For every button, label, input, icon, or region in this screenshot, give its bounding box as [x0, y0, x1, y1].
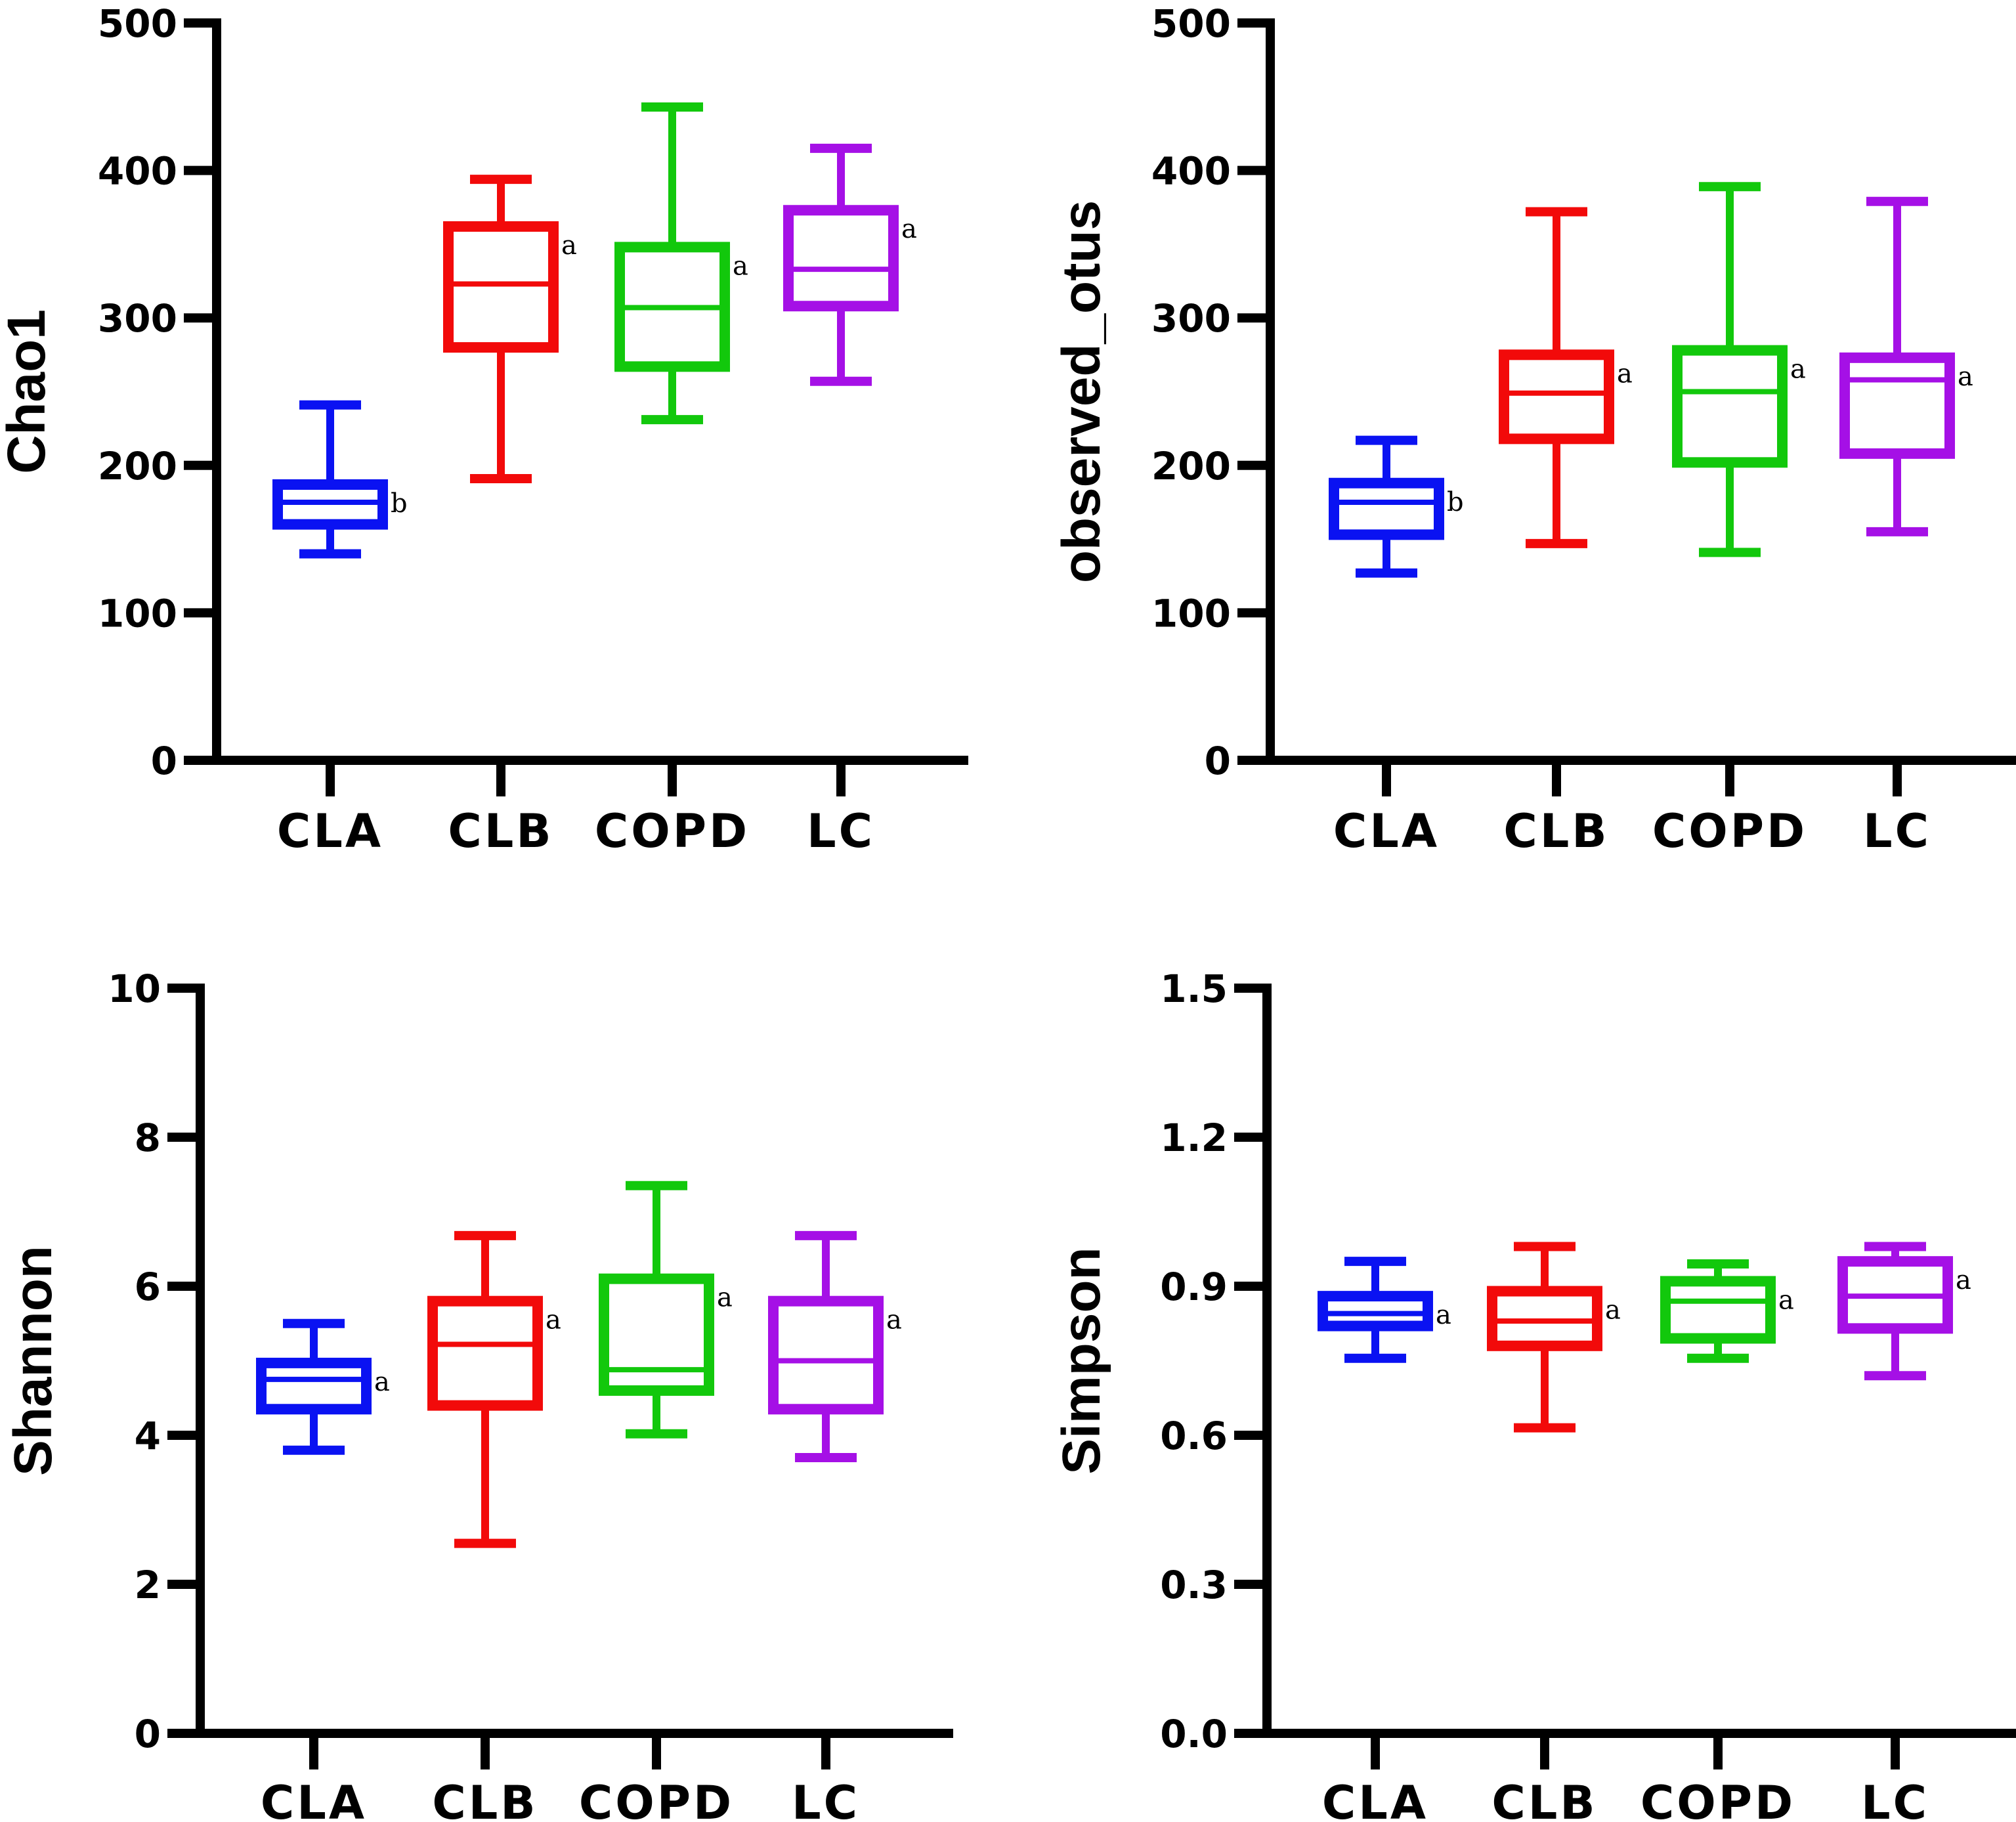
y-tick-label: 100 — [1151, 591, 1231, 636]
x-tick-label: COPD — [579, 1776, 734, 1822]
shannon-panel: 0 2 4 6 8 10 Shannon CLA CLB COPD LC a a a a — [3, 966, 953, 1822]
x-tick-label: CLA — [1333, 804, 1440, 858]
significance-letter: a — [886, 1305, 902, 1335]
significance-letter: a — [1778, 1285, 1794, 1315]
y-tick-label: 200 — [1151, 444, 1231, 488]
iqr-box — [599, 1273, 714, 1396]
x-tick-label: CLB — [1503, 804, 1609, 858]
y-tick-label: 300 — [1151, 296, 1231, 341]
box-lc: a — [1839, 196, 1973, 536]
y-tick-label: 2 — [135, 1563, 161, 1607]
y-axis-title: observed_otus — [1052, 200, 1111, 583]
x-tick-label: CLB — [432, 1776, 538, 1822]
box-copd: a — [614, 102, 748, 425]
box-lc: a — [768, 1230, 902, 1463]
y-tick-label: 0 — [135, 1712, 161, 1756]
box-clb: a — [1499, 207, 1633, 548]
iqr-box — [783, 205, 899, 312]
y-axis-title: Simpson — [1052, 1247, 1111, 1474]
y-tick-label: 200 — [98, 444, 177, 488]
box-cla: a — [1318, 1257, 1451, 1363]
box-copd: a — [1672, 182, 1806, 557]
y-tick-label: 500 — [1151, 1, 1231, 46]
box-lc: a — [783, 143, 917, 386]
iqr-box — [427, 1295, 543, 1411]
box-cla: b — [272, 400, 408, 559]
y-axis-title: Shannon — [3, 1246, 63, 1476]
box-cla: a — [256, 1318, 390, 1455]
x-tick-label: LC — [1863, 804, 1931, 858]
significance-letter: a — [717, 1283, 733, 1313]
box-clb: a — [1487, 1242, 1621, 1433]
x-tick-label: CLB — [448, 804, 553, 858]
iqr-box — [768, 1295, 884, 1415]
x-tick-label: CLB — [1491, 1776, 1597, 1822]
y-tick-label: 1.2 — [1160, 1116, 1228, 1160]
x-tick-label: LC — [1861, 1776, 1929, 1822]
iqr-box — [1839, 352, 1955, 459]
x-tick-label: LC — [792, 1776, 860, 1822]
x-tick-label: CLA — [261, 1776, 367, 1822]
y-tick-label: 0.9 — [1160, 1265, 1228, 1309]
significance-letter: a — [546, 1305, 561, 1335]
y-tick-label: 400 — [98, 149, 177, 194]
significance-letter: a — [374, 1367, 390, 1397]
iqr-box — [256, 1357, 372, 1415]
y-tick-label: 0.0 — [1160, 1712, 1228, 1756]
y-tick-label: 0.3 — [1160, 1563, 1228, 1607]
x-tick-label: CLA — [1322, 1776, 1428, 1822]
significance-letter: a — [1790, 355, 1806, 385]
box-cla: b — [1329, 435, 1464, 578]
x-tick-label: CLA — [277, 804, 383, 858]
box-copd: a — [1660, 1259, 1794, 1363]
iqr-box — [1499, 349, 1614, 445]
significance-letter: a — [1958, 362, 1973, 392]
simpson-panel: 0.0 0.3 0.6 0.9 1.2 1.5 Simpson CLA CLB COPD LC a a a… — [1052, 966, 2016, 1822]
x-tick-label: COPD — [1641, 1776, 1795, 1822]
observed-otus-panel: 0 100 200 300 400 500 observed_otus CLA CLB COPD L… — [1052, 1, 2016, 858]
y-tick-label: 4 — [135, 1414, 161, 1458]
significance-letter: a — [1617, 358, 1633, 389]
y-tick-label: 6 — [135, 1265, 161, 1309]
x-tick-label: COPD — [595, 804, 750, 858]
significance-letter: a — [733, 251, 748, 281]
significance-letter: a — [1956, 1265, 1971, 1295]
x-tick-label: COPD — [1652, 804, 1807, 858]
iqr-box — [443, 221, 559, 353]
y-tick-label: 1.5 — [1160, 966, 1228, 1011]
box-clb: a — [427, 1230, 561, 1548]
iqr-box — [1672, 345, 1788, 468]
y-tick-label: 500 — [98, 1, 177, 46]
y-tick-label: 300 — [98, 296, 177, 341]
box-lc: a — [1837, 1242, 1971, 1381]
significance-letter: a — [901, 214, 917, 244]
y-tick-label: 0 — [1205, 739, 1231, 783]
y-tick-label: 0 — [151, 739, 177, 783]
chao1-panel: 0 100 200 300 400 500 Chao1 CLA CLB COPD LC b a a a — [0, 1, 968, 858]
y-axis-title: Chao1 — [0, 309, 56, 474]
significance-letter: b — [1447, 487, 1464, 517]
y-tick-label: 8 — [135, 1116, 161, 1160]
y-tick-label: 100 — [98, 591, 177, 636]
y-tick-label: 10 — [108, 966, 161, 1011]
significance-letter: a — [561, 230, 577, 261]
y-tick-label: 0.6 — [1160, 1414, 1228, 1458]
significance-letter: a — [1605, 1295, 1621, 1326]
x-tick-label: LC — [807, 804, 875, 858]
iqr-box — [1329, 477, 1444, 540]
y-tick-label: 400 — [1151, 149, 1231, 194]
iqr-box — [1660, 1276, 1776, 1344]
box-clb: a — [443, 175, 577, 484]
significance-letter: a — [1436, 1300, 1451, 1330]
box-copd: a — [599, 1181, 733, 1439]
significance-letter: b — [391, 488, 408, 519]
